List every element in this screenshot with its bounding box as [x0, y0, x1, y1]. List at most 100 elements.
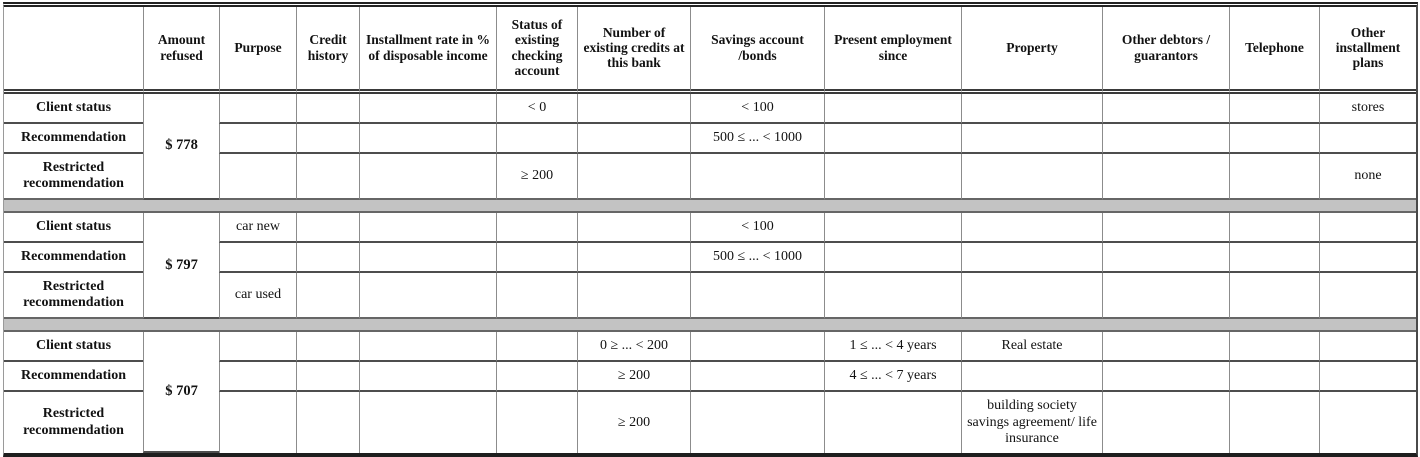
cell-telephone — [1229, 93, 1319, 124]
cell-checking-status: ≥ 200 — [496, 153, 577, 200]
row-label-client-status: Client status — [4, 213, 143, 243]
cell-credit-history — [296, 123, 359, 154]
cell-num-credits — [577, 93, 690, 124]
cell-other-installment — [1319, 392, 1416, 453]
cell-num-credits — [577, 123, 690, 154]
cell-checking-status — [496, 362, 577, 393]
cell-checking-status — [496, 392, 577, 453]
table-row: Restricted recommendation ≥ 200 none — [4, 153, 1416, 200]
cell-other-installment — [1319, 332, 1416, 363]
header-cell-employment: Present employment since — [824, 7, 961, 94]
cell-other-debtors — [1102, 123, 1229, 154]
header-cell-checking-status: Status of existing checking account — [496, 7, 577, 94]
cell-property — [961, 123, 1102, 154]
cell-checking-status: < 0 — [496, 93, 577, 124]
cell-other-debtors — [1102, 273, 1229, 320]
cell-num-credits — [577, 273, 690, 320]
cell-property — [961, 93, 1102, 124]
cell-property: building society savings agreement/ life… — [961, 392, 1102, 453]
cell-other-debtors — [1102, 242, 1229, 274]
header-cell-installment-rate: Installment rate in % of disposable inco… — [359, 7, 496, 94]
row-label-restricted-recommendation: Restricted recommendation — [4, 154, 143, 200]
cell-employment — [824, 242, 961, 274]
table-row: Client status $ 707 0 ≥ ... < 200 1 ≤ ..… — [4, 332, 1416, 453]
cell-employment — [824, 123, 961, 154]
cell-installment-rate — [359, 242, 496, 274]
cell-telephone — [1229, 123, 1319, 154]
cell-savings: 500 ≤ ... < 1000 — [690, 242, 824, 274]
table-row: Recommendation 500 ≤ ... < 1000 — [4, 123, 1416, 154]
cell-savings — [690, 153, 824, 200]
cell-checking-status — [496, 273, 577, 320]
cell-telephone — [1229, 392, 1319, 453]
cell-telephone — [1229, 332, 1319, 363]
row-label-restricted-recommendation: Restricted recommendation — [23, 406, 124, 438]
cell-other-installment: stores — [1319, 93, 1416, 124]
cell-savings — [690, 273, 824, 320]
cell-telephone — [1229, 212, 1319, 243]
cell-telephone — [1229, 242, 1319, 274]
amount-refused-value: $ 778 — [143, 93, 219, 200]
header-cell-amount-refused: Amount refused — [143, 7, 219, 94]
cell-checking-status — [496, 332, 577, 363]
cell-installment-rate — [359, 93, 496, 124]
cell-other-installment — [1319, 212, 1416, 243]
row-label-recommendation: Recommendation — [4, 243, 143, 274]
amount-refused-value: $ 707 — [143, 332, 219, 453]
cell-other-debtors — [1102, 392, 1229, 453]
amount-refused-value: $ 797 — [143, 212, 219, 320]
header-cell-other-installment: Other installment plans — [1319, 7, 1416, 94]
cell-employment — [824, 392, 961, 453]
cell-installment-rate — [359, 332, 496, 363]
cell-other-debtors — [1102, 212, 1229, 243]
cell-savings: < 100 — [690, 212, 824, 243]
cell-installment-rate — [359, 392, 496, 453]
group-separator-band — [4, 319, 1416, 333]
table-row: Recommendation ≥ 200 4 ≤ ... < 7 years — [4, 362, 1416, 393]
table-row — [4, 199, 1416, 213]
header-cell-savings: Savings account /bonds — [690, 7, 824, 94]
cell-other-debtors — [1102, 153, 1229, 200]
cell-employment — [824, 212, 961, 243]
cell-installment-rate — [359, 273, 496, 320]
cell-purpose — [219, 123, 296, 154]
cell-checking-status — [496, 212, 577, 243]
cell-property: Real estate — [961, 332, 1102, 363]
cell-credit-history — [296, 212, 359, 243]
cell-employment: 1 ≤ ... < 4 years — [824, 332, 961, 363]
cell-savings: < 100 — [690, 93, 824, 124]
cell-employment — [824, 153, 961, 200]
cell-telephone — [1229, 273, 1319, 320]
cell-num-credits: ≥ 200 — [577, 392, 690, 453]
cell-checking-status — [496, 242, 577, 274]
cell-purpose — [219, 153, 296, 200]
cell-property — [961, 153, 1102, 200]
cell-purpose: car used — [219, 273, 296, 320]
results-table: Amount refused Purpose Credit history In… — [3, 2, 1418, 457]
header-cell-purpose: Purpose — [219, 7, 296, 94]
cell-telephone — [1229, 153, 1319, 200]
cell-purpose — [219, 392, 296, 453]
cell-property — [961, 212, 1102, 243]
cell-installment-rate — [359, 362, 496, 393]
cell-savings — [690, 392, 824, 453]
cell-purpose — [219, 332, 296, 363]
cell-other-installment — [1319, 123, 1416, 154]
cell-num-credits: ≥ 200 — [577, 362, 690, 393]
cell-purpose — [219, 242, 296, 274]
cell-other-installment — [1319, 362, 1416, 393]
row-label-recommendation: Recommendation — [4, 124, 143, 154]
cell-credit-history — [296, 273, 359, 320]
header-row: Amount refused Purpose Credit history In… — [4, 7, 1416, 94]
row-label-restricted-recommendation: Restricted recommendation — [4, 273, 143, 320]
row-label-client-status: Client status — [4, 332, 143, 363]
header-cell-property: Property — [961, 7, 1102, 94]
cell-other-debtors — [1102, 93, 1229, 124]
cell-savings: 500 ≤ ... < 1000 — [690, 123, 824, 154]
cell-credit-history — [296, 362, 359, 393]
cell-purpose: car new — [219, 212, 296, 243]
cell-installment-rate — [359, 153, 496, 200]
cell-property — [961, 362, 1102, 393]
cell-credit-history — [296, 93, 359, 124]
header-cell-credit-history: Credit history — [296, 7, 359, 94]
